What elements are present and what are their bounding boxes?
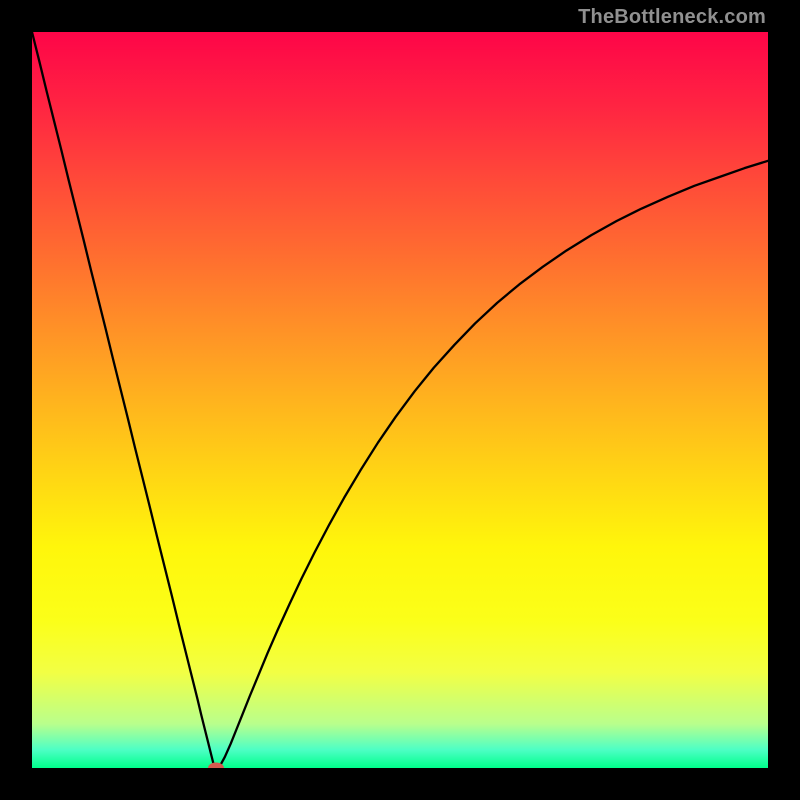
figure-outer: TheBottleneck.com bbox=[0, 0, 800, 800]
plot-svg bbox=[32, 32, 768, 768]
gradient-background bbox=[32, 32, 768, 768]
watermark-text: TheBottleneck.com bbox=[578, 6, 766, 29]
plot-area bbox=[32, 32, 768, 768]
